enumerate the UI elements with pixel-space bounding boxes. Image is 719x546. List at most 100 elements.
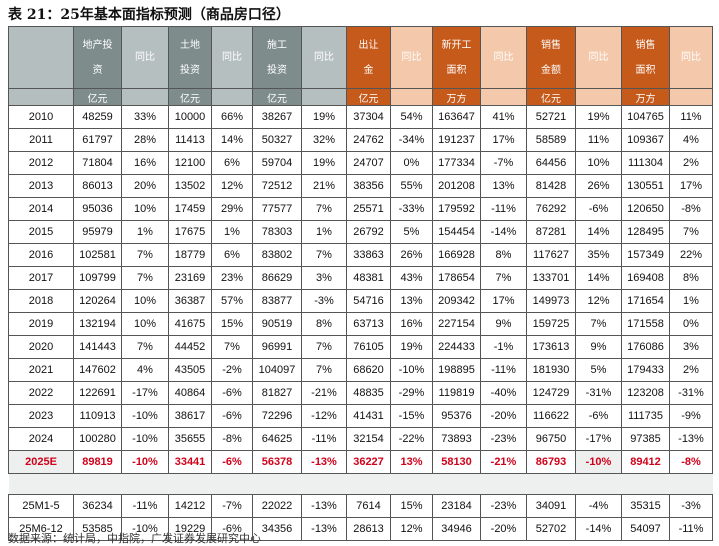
table-row-cell: 17675 xyxy=(168,220,212,244)
table-row-cell: -23% xyxy=(480,427,527,451)
table-row-cell: 43505 xyxy=(168,358,212,382)
table-row-cell: 43% xyxy=(390,266,433,290)
table-row-cell: 95376 xyxy=(432,404,481,428)
table-row-cell: 66% xyxy=(211,105,253,129)
table-row-cell: -31% xyxy=(575,381,622,405)
table-row-cell: 14% xyxy=(575,266,622,290)
table-row-cell: -6% xyxy=(211,404,253,428)
table-row-cell: 7% xyxy=(121,266,169,290)
table-row-cell: 12% xyxy=(211,174,253,198)
table-row-cell: -6% xyxy=(211,381,253,405)
table-row-cell: 14% xyxy=(575,220,622,244)
table-row-cell: 35655 xyxy=(168,427,212,451)
table-row-cell: 58589 xyxy=(526,128,576,152)
estimate-row-cell: 58130 xyxy=(432,450,481,474)
table-row-cell: 1% xyxy=(121,220,169,244)
table-row-cell: 120264 xyxy=(73,289,122,313)
table-title: 表 21：25年基本面指标预测（商品房口径） xyxy=(8,7,290,23)
table-row-cell: 177334 xyxy=(432,151,481,175)
table-row-cell: 90519 xyxy=(252,312,302,336)
column-header-label: 新开工面积 xyxy=(441,39,472,76)
column-header-label: 同比 xyxy=(401,52,422,63)
table-row-cell: -3% xyxy=(301,289,347,313)
table-row-cell: 5% xyxy=(390,220,433,244)
split-row-cell: -23% xyxy=(480,494,527,518)
table-row-cell: 38267 xyxy=(252,105,302,129)
table-row-cell: 41675 xyxy=(168,312,212,336)
table-row-cell: 15% xyxy=(211,312,253,336)
table-row-cell: 26% xyxy=(390,243,433,267)
table-row-cell: -1% xyxy=(480,335,527,359)
table-row-cell: 128495 xyxy=(621,220,670,244)
table-row-cell: 123208 xyxy=(621,381,670,405)
table-row-cell: 13% xyxy=(390,289,433,313)
estimate-row-cell: -21% xyxy=(480,450,527,474)
split-row-cell: 28613 xyxy=(346,517,391,541)
estimate-row-cell: 56378 xyxy=(252,450,302,474)
table-row-cell: 4% xyxy=(121,358,169,382)
table-row-cell: 7% xyxy=(480,266,527,290)
table-row-cell: 40864 xyxy=(168,381,212,405)
table-row-cell: -17% xyxy=(575,427,622,451)
table-row-cell: 72296 xyxy=(252,404,302,428)
table-row-cell: 10% xyxy=(575,151,622,175)
table-row-cell: 100280 xyxy=(73,427,122,451)
estimate-row-cell: -10% xyxy=(121,450,169,474)
table-row-cell: -10% xyxy=(390,358,433,382)
table-row-cell: 7% xyxy=(301,358,347,382)
table-row-cell: 201208 xyxy=(432,174,481,198)
table-row-cell: 77577 xyxy=(252,197,302,221)
table-row-cell: 154454 xyxy=(432,220,481,244)
column-header-label: 同比 xyxy=(314,52,334,63)
table-row-cell: 17% xyxy=(480,128,527,152)
table-row-cell: 133701 xyxy=(526,266,576,290)
table-row-cell: 2010 xyxy=(8,105,74,129)
unit-row-cell xyxy=(8,88,74,106)
table-row: 2017 109799 7% 23169 23% 86629 3% 48381 43% 17865… xyxy=(8,266,713,290)
table-row-cell: 19% xyxy=(575,105,622,129)
table-row: 2015 95979 1% 17675 1% 78303 1% 26792 5% 154454 -1… xyxy=(8,220,713,244)
unit-row-cell xyxy=(211,88,253,106)
table-row-cell: 19% xyxy=(301,151,347,175)
table-row-cell: 2012 xyxy=(8,151,74,175)
table-row-cell: 10% xyxy=(121,312,169,336)
table-row-cell: 6% xyxy=(211,151,253,175)
table-row-cell: 14% xyxy=(211,128,253,152)
column-header-label: 出让金 xyxy=(358,39,379,76)
table-row: 2021 147602 4% 43505 -2% 104097 7% 68620 -10% 198… xyxy=(8,358,713,382)
estimate-row-cell: -6% xyxy=(211,450,253,474)
table-row-cell: -20% xyxy=(480,404,527,428)
table-row-cell: 48381 xyxy=(346,266,391,290)
table-row-cell: 97385 xyxy=(621,427,670,451)
table-row-cell: -12% xyxy=(301,404,347,428)
table-row-cell: -8% xyxy=(669,197,713,221)
table-row-cell: 73893 xyxy=(432,427,481,451)
table-row-cell: 16% xyxy=(390,312,433,336)
estimate-row-cell: -13% xyxy=(301,450,347,474)
table-row-cell: 26% xyxy=(575,174,622,198)
table-row-cell: 76105 xyxy=(346,335,391,359)
table-row-cell: 179433 xyxy=(621,358,670,382)
table-row-cell: 59704 xyxy=(252,151,302,175)
table-row-cell: 3% xyxy=(669,335,713,359)
table-row-cell: -9% xyxy=(669,404,713,428)
table-row-cell: 86013 xyxy=(73,174,122,198)
table-row-cell: 178654 xyxy=(432,266,481,290)
column-header-label: 土地投资 xyxy=(180,39,200,76)
column-header-label: 销售面积 xyxy=(635,39,656,76)
table-row-cell: 5% xyxy=(575,358,622,382)
table-row-cell: 149973 xyxy=(526,289,576,313)
table-row-cell: 130551 xyxy=(621,174,670,198)
table-row-cell: -7% xyxy=(480,151,527,175)
table-row-cell: 7% xyxy=(301,335,347,359)
column-header-label: 同比 xyxy=(493,52,514,63)
table-row-cell: 3% xyxy=(301,266,347,290)
table-row-cell: 163647 xyxy=(432,105,481,129)
unit-row-cell: 亿元 xyxy=(252,88,302,106)
table-row-cell: 2% xyxy=(669,151,713,175)
table-row-cell: 12% xyxy=(575,289,622,313)
table-row-cell: 2023 xyxy=(8,404,74,428)
table-row-cell: 33863 xyxy=(346,243,391,267)
split-row-cell: -20% xyxy=(480,517,527,541)
estimate-row-cell: 86793 xyxy=(526,450,576,474)
